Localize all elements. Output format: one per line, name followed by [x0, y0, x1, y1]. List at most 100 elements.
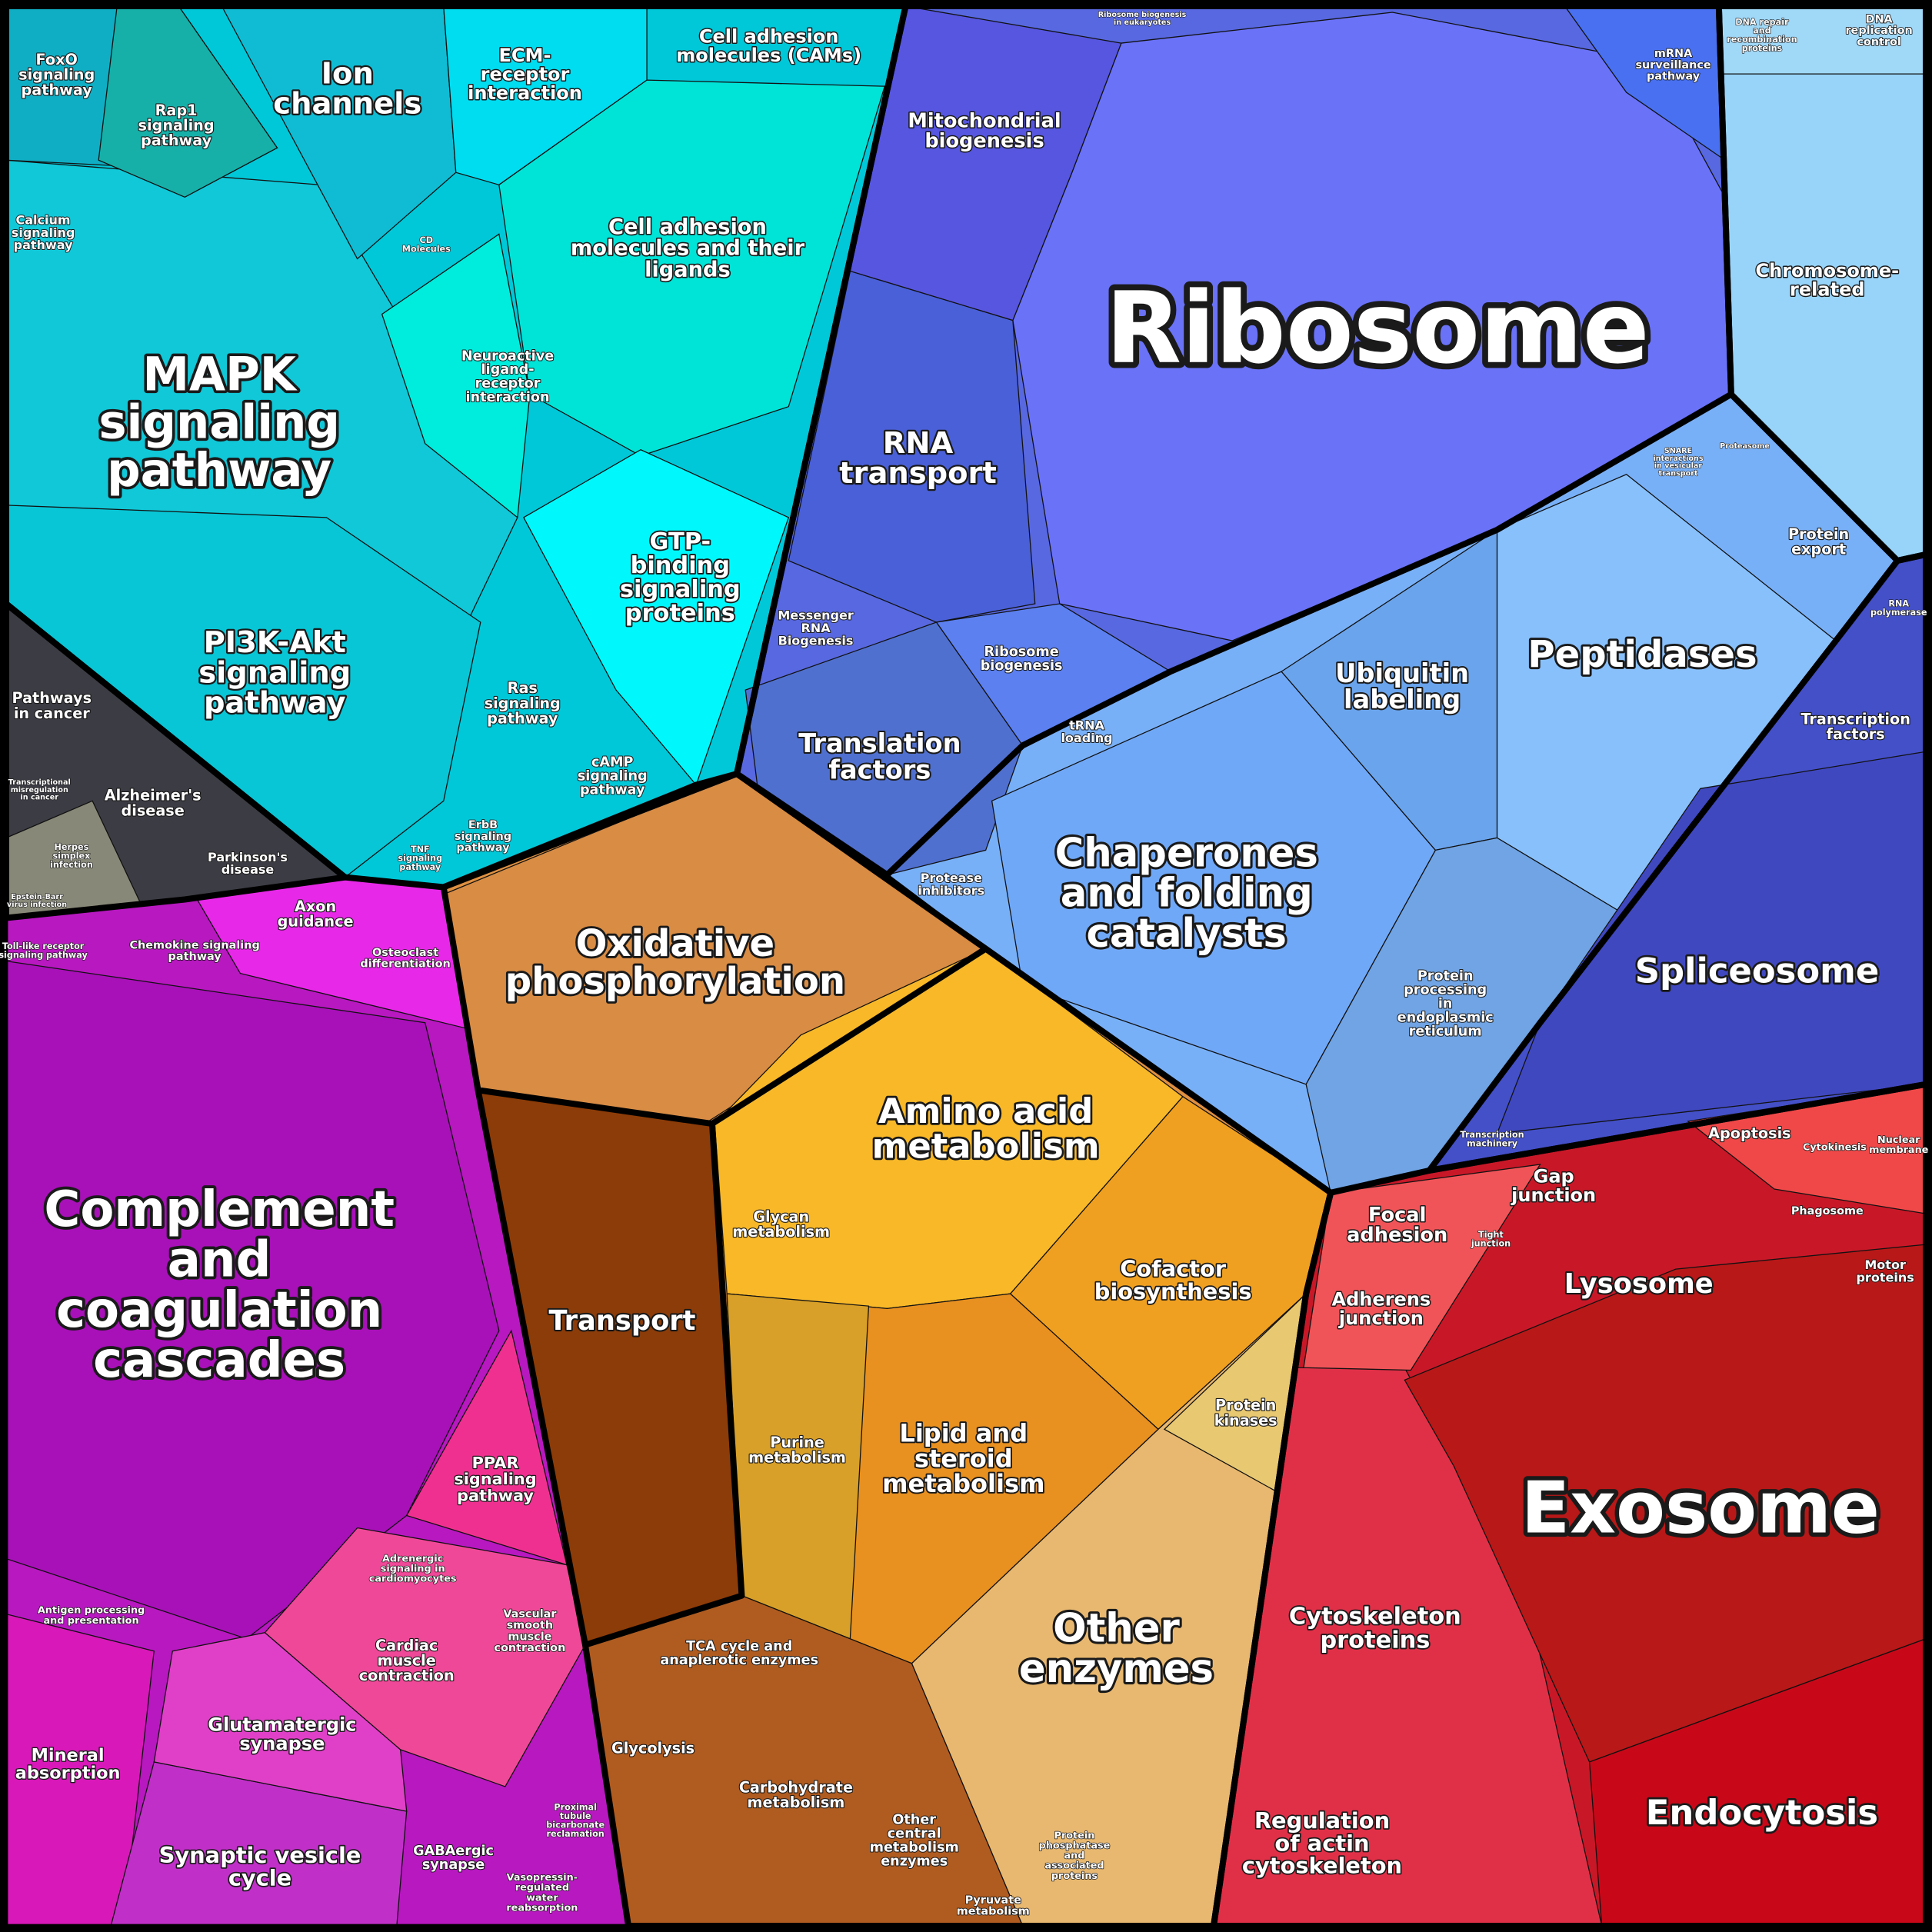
- region-label: Proteasome: [1720, 442, 1770, 451]
- region-label: Protein export: [1788, 525, 1849, 558]
- cells: [5, 5, 1927, 1927]
- region-label: Cell adhesion molecules and their ligands: [571, 215, 805, 281]
- region-label: Other enzymes: [1019, 1606, 1214, 1692]
- region-label: Spliceosome: [1635, 951, 1880, 991]
- border: [710, 946, 988, 1127]
- region-label: Protein kinases: [1214, 1396, 1277, 1429]
- region-label: Glycolysis: [611, 1739, 695, 1757]
- region-label: Calcium signaling pathway: [12, 212, 75, 252]
- region-label: Regulation of actin cytoskeleton: [1242, 1807, 1402, 1879]
- region-label: Epstein-Barr virus infection: [7, 893, 67, 909]
- region-label: Synaptic vesicle cycle: [159, 1842, 361, 1890]
- region-label: RNA polymerase: [1870, 599, 1927, 618]
- region-label: Cytoskeleton proteins: [1289, 1603, 1461, 1654]
- region-label: Osteoclast differentiation: [360, 947, 450, 971]
- region-label: Cell adhesion molecules (CAMs): [676, 26, 861, 67]
- region-label: Lipid and steroid metabolism: [882, 1419, 1044, 1498]
- region-label: Mitochondrial biogenesis: [908, 109, 1061, 152]
- region-label: TNF signaling pathway: [398, 844, 442, 872]
- cell: [523, 449, 790, 786]
- region-label: Translation factors: [798, 728, 961, 784]
- region-label: Cytokinesis: [1803, 1141, 1867, 1153]
- region-label: SNARE interactions in vesicular transport: [1653, 447, 1703, 478]
- region-label: Herpes simplex infection: [50, 842, 93, 870]
- region-label: Protein processing in endoplasmic reticulum: [1397, 969, 1494, 1040]
- region-label: Cardiac muscle contraction: [359, 1636, 455, 1684]
- region-label: GTP-binding signaling proteins: [620, 528, 741, 626]
- region-label: Purine metabolism: [748, 1433, 846, 1466]
- region-label: DNA replication control: [1845, 13, 1912, 48]
- region-label: TCA cycle and anaplerotic enzymes: [660, 1639, 818, 1668]
- region-label: Cofactor biosynthesis: [1094, 1255, 1252, 1304]
- labels: Ribosome Exosome MAPK signaling pathway Compl…: [0, 11, 1929, 1919]
- region-label: Exosome: [1521, 1467, 1880, 1550]
- region-label: Glycan metabolism: [732, 1208, 830, 1241]
- region-label: GABAergic synapse: [413, 1844, 494, 1873]
- region-label: Oxidative phosphorylation: [505, 922, 845, 1003]
- cell: [381, 233, 531, 519]
- cell: [726, 1293, 870, 1640]
- region-label: DNA repair and recombination proteins: [1727, 17, 1797, 53]
- region-label: Glutamatergic synapse: [208, 1714, 356, 1754]
- region-label: Pathways in cancer: [12, 689, 92, 722]
- region-label: Tight junction: [1471, 1230, 1511, 1248]
- region-label: Amino acid metabolism: [872, 1091, 1100, 1167]
- region-label: Adrenergic signaling in cardiomyocytes: [369, 1553, 457, 1584]
- region-label: Nuclear membrane: [1869, 1134, 1929, 1155]
- border: [480, 1087, 745, 1648]
- region-label: cAMP signaling pathway: [578, 754, 648, 798]
- region-label: Phagosome: [1791, 1205, 1864, 1217]
- cell: [405, 1329, 568, 1566]
- region-label: Antigen processing and presentation: [38, 1604, 145, 1626]
- region-label: tRNA loading: [1061, 718, 1112, 744]
- region-label: Lysosome: [1564, 1268, 1714, 1300]
- region-label: Chaperones and folding catalysts: [1055, 830, 1318, 957]
- region-label: Toll-like receptor signaling pathway: [0, 941, 88, 960]
- region-label: Vascular smooth muscle contraction: [494, 1608, 565, 1654]
- region-label: MAPK signaling pathway: [98, 347, 340, 497]
- region-label: Focal adhesion: [1347, 1204, 1447, 1247]
- region-label: ECM-receptor interaction: [468, 45, 582, 104]
- region-label: Transcription factors: [1800, 710, 1910, 743]
- region-label: Apoptosis: [1708, 1124, 1790, 1141]
- region-label: RNA transport: [839, 425, 997, 490]
- region-label: Endocytosis: [1646, 1792, 1878, 1833]
- region-label: Ion channels: [273, 56, 421, 121]
- cell: [1303, 1164, 1541, 1371]
- region-label: Motor proteins: [1856, 1257, 1914, 1284]
- region-label: Ribosome: [1105, 271, 1649, 386]
- region-label: Alzheimer's disease: [105, 786, 202, 819]
- region-label: PPAR signaling pathway: [454, 1454, 536, 1504]
- region-label: Other central metabolism enzymes: [870, 1812, 959, 1869]
- region-label: FoxO signaling pathway: [18, 51, 95, 98]
- region-label: Axon guidance: [278, 897, 354, 930]
- region-label: Complement and coagulation cascades: [44, 1181, 395, 1389]
- region-label: Gap junction: [1511, 1166, 1596, 1207]
- region-label: Chemokine signaling pathway: [129, 939, 259, 963]
- region-label: PI3K-Akt signaling pathway: [198, 625, 351, 720]
- region-label: Carbohydrate metabolism: [739, 1778, 853, 1811]
- region-label: Protein phosphatase and associated proteins: [1039, 1830, 1111, 1881]
- cell: [153, 1632, 408, 1812]
- region-label: Vasopressin-regulated water reabsorption: [506, 1872, 578, 1914]
- region-label: Mineral absorption: [15, 1745, 121, 1783]
- region-label: Transcription machinery: [1461, 1130, 1524, 1148]
- region-label: Messenger RNA Biogenesis: [778, 608, 853, 648]
- region-label: Pyruvate metabolism: [957, 1894, 1030, 1918]
- region-label: Neuroactive ligand-receptor interaction: [461, 348, 554, 405]
- region-label: Ras signaling pathway: [485, 679, 561, 727]
- region-label: Proximal tubule bicarbonate reclamation: [546, 1803, 605, 1839]
- region-label: Adherens junction: [1332, 1289, 1431, 1330]
- region-label: Parkinson's disease: [208, 849, 288, 876]
- region-label: Protease inhibitors: [918, 871, 984, 898]
- region-label: Ribosome biogenesis in eukaryotes: [1098, 11, 1187, 27]
- region-label: ErbB signaling pathway: [455, 819, 511, 854]
- region-label: Chromosome-related: [1755, 260, 1899, 301]
- region-label: CD Molecules: [402, 235, 451, 254]
- region-label: Transcriptional misregulation in cancer: [8, 778, 71, 802]
- region-label: Transport: [549, 1305, 696, 1337]
